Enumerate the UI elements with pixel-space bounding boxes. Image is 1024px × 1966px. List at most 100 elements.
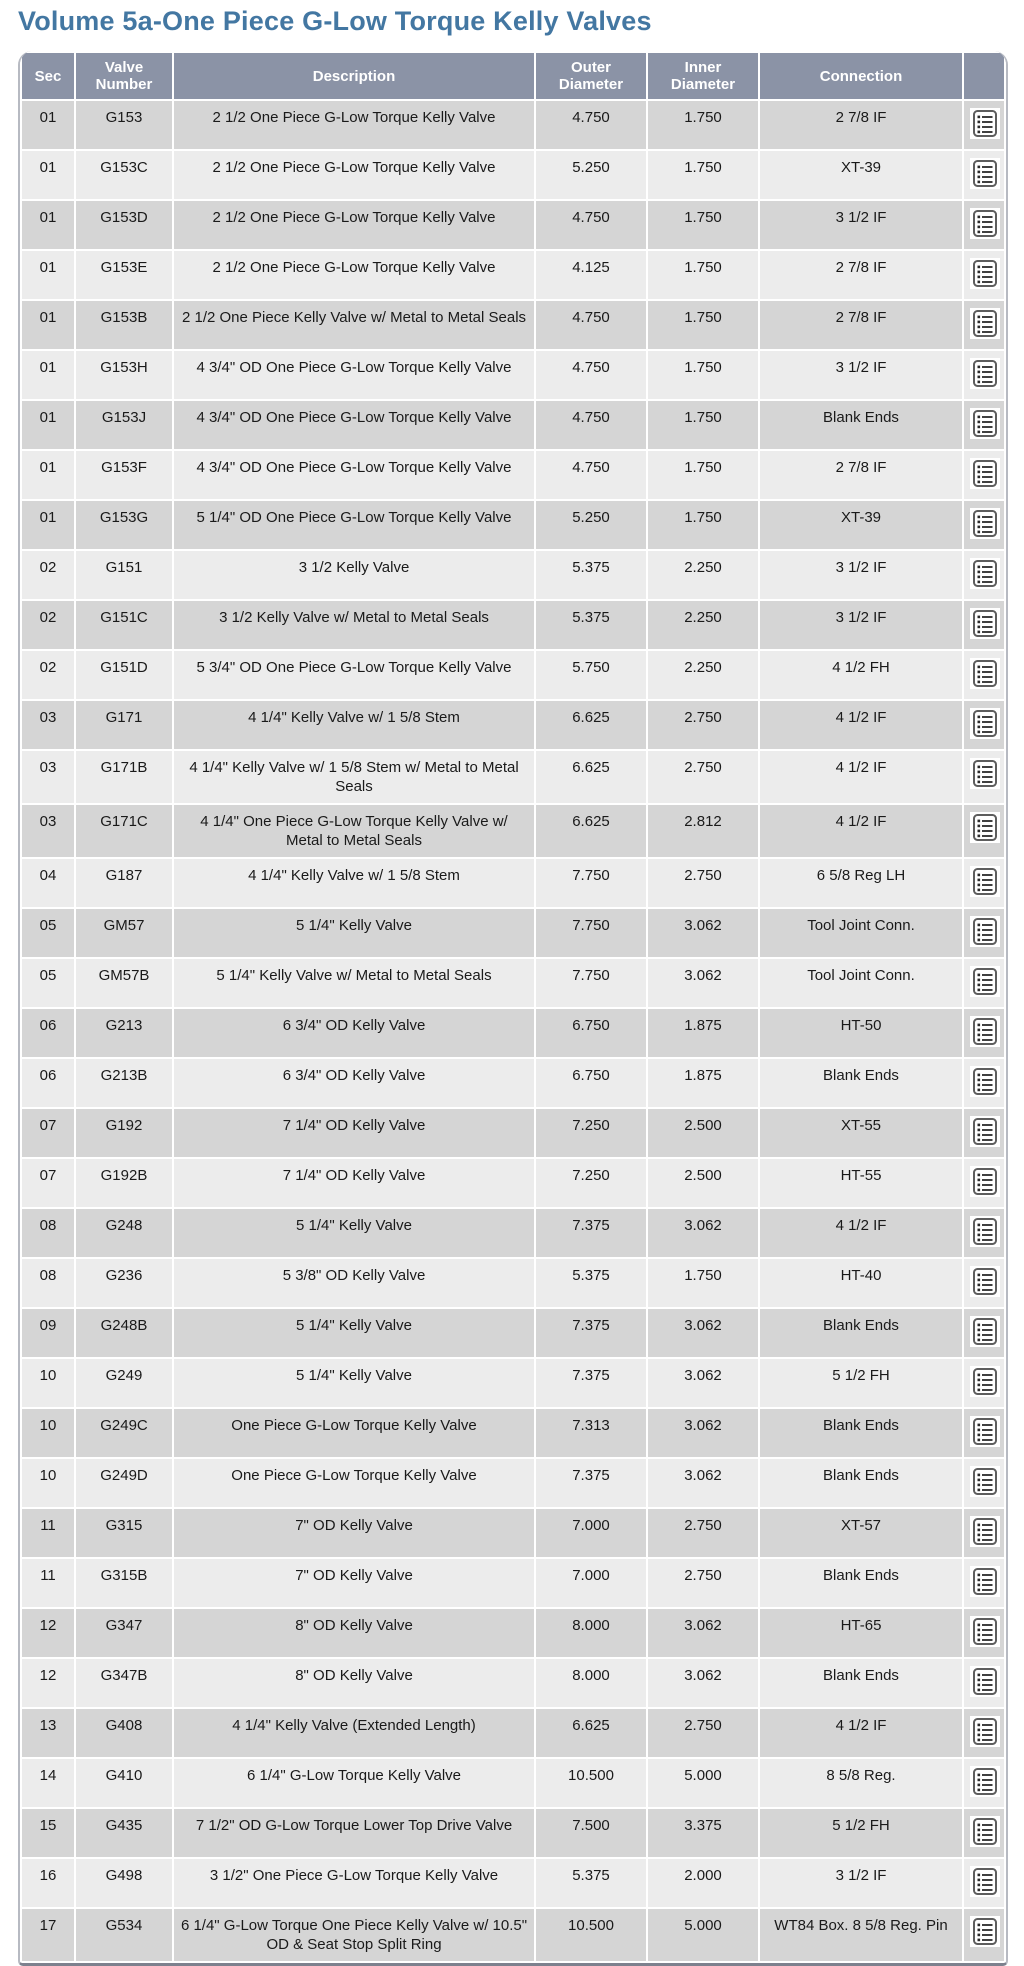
row-details-button[interactable] [970,1416,1000,1447]
row-details-button[interactable] [970,1916,1000,1947]
cell-connection: 4 1/2 IF [760,1709,962,1757]
row-details-button[interactable] [970,1766,1000,1797]
column-header-outer_diameter: Outer Diameter [536,53,646,99]
cell-inner_diameter: 2.250 [648,651,758,699]
list-icon [973,814,997,841]
list-icon [973,1418,997,1445]
row-details-button[interactable] [970,108,1000,139]
row-details-button[interactable] [970,1116,1000,1147]
cell-outer_diameter: 6.625 [536,751,646,803]
table-row: 07 G192 7 1/4" OD Kelly Valve 7.250 2.500 XT-… [22,1109,1004,1157]
cell-action [964,651,1004,699]
row-details-button[interactable] [970,1216,1000,1247]
row-details-button[interactable] [970,558,1000,589]
column-header-connection: Connection [760,53,962,99]
cell-inner_diameter: 1.750 [648,101,758,149]
cell-action [964,751,1004,803]
cell-description: 7 1/2" OD G-Low Torque Lower Top Drive V… [174,1809,534,1857]
cell-valve_number: G171B [76,751,172,803]
cell-inner_diameter: 2.750 [648,1709,758,1757]
row-details-button[interactable] [970,1566,1000,1597]
list-icon-halo [970,1916,1000,1947]
cell-valve_number: G153G [76,501,172,549]
row-details-button[interactable] [970,1316,1000,1347]
cell-sec: 01 [22,451,74,499]
cell-inner_diameter: 3.375 [648,1809,758,1857]
row-details-button[interactable] [970,866,1000,897]
row-details-button[interactable] [970,358,1000,389]
row-details-button[interactable] [970,1666,1000,1697]
cell-connection: 5 1/2 FH [760,1359,962,1407]
cell-inner_diameter: 1.875 [648,1059,758,1107]
cell-description: 2 1/2 One Piece G-Low Torque Kelly Valve [174,101,534,149]
list-icon [973,760,997,787]
cell-sec: 09 [22,1309,74,1357]
cell-description: 4 1/4" Kelly Valve (Extended Length) [174,1709,534,1757]
cell-description: 7" OD Kelly Valve [174,1509,534,1557]
row-details-button[interactable] [970,758,1000,789]
cell-outer_diameter: 8.000 [536,1659,646,1707]
row-details-button[interactable] [970,608,1000,639]
cell-connection: Blank Ends [760,1309,962,1357]
cell-connection: 4 1/2 FH [760,651,962,699]
list-icon [973,1118,997,1145]
list-icon [973,1918,997,1945]
list-icon [973,968,997,995]
cell-inner_diameter: 3.062 [648,1209,758,1257]
cell-valve_number: G153J [76,401,172,449]
row-details-button[interactable] [970,812,1000,843]
row-details-button[interactable] [970,1366,1000,1397]
cell-inner_diameter: 2.750 [648,859,758,907]
table-row: 01 G153H 4 3/4" OD One Piece G-Low Torque … [22,351,1004,399]
row-details-button[interactable] [970,1716,1000,1747]
cell-sec: 07 [22,1159,74,1207]
row-details-button[interactable] [970,916,1000,947]
row-details-button[interactable] [970,458,1000,489]
table-row: 02 G151D 5 3/4" OD One Piece G-Low Torque … [22,651,1004,699]
cell-sec: 08 [22,1259,74,1307]
cell-valve_number: G213B [76,1059,172,1107]
row-details-button[interactable] [970,508,1000,539]
row-details-button[interactable] [970,1516,1000,1547]
row-details-button[interactable] [970,1266,1000,1297]
cell-connection: XT-39 [760,151,962,199]
list-icon [973,460,997,487]
cell-valve_number: G171C [76,805,172,857]
row-details-button[interactable] [970,1866,1000,1897]
cell-action [964,1659,1004,1707]
cell-valve_number: GM57B [76,959,172,1007]
row-details-button[interactable] [970,1166,1000,1197]
cell-connection: Blank Ends [760,1409,962,1457]
cell-connection: HT-50 [760,1009,962,1057]
cell-outer_diameter: 4.750 [536,451,646,499]
cell-sec: 10 [22,1459,74,1507]
row-details-button[interactable] [970,208,1000,239]
row-details-button[interactable] [970,408,1000,439]
table-row: 01 G153J 4 3/4" OD One Piece G-Low Torque … [22,401,1004,449]
row-details-button[interactable] [970,158,1000,189]
table-row: 13 G408 4 1/4" Kelly Valve (Extended Lengt… [22,1709,1004,1757]
cell-sec: 08 [22,1209,74,1257]
row-details-button[interactable] [970,258,1000,289]
cell-outer_diameter: 7.750 [536,859,646,907]
cell-sec: 01 [22,501,74,549]
list-icon [973,1718,997,1745]
table-row: 03 G171C 4 1/4" One Piece G-Low Torque Kel… [22,805,1004,857]
page-title: Volume 5a-One Piece G-Low Torque Kelly V… [18,6,652,36]
cell-valve_number: G153 [76,101,172,149]
row-details-button[interactable] [970,708,1000,739]
row-details-button[interactable] [970,1616,1000,1647]
row-details-button[interactable] [970,1066,1000,1097]
row-details-button[interactable] [970,966,1000,997]
row-details-button[interactable] [970,1466,1000,1497]
table-row: 14 G410 6 1/4" G-Low Torque Kelly Valve 10.… [22,1759,1004,1807]
row-details-button[interactable] [970,308,1000,339]
list-icon-halo [970,1416,1000,1447]
cell-connection: 3 1/2 IF [760,201,962,249]
row-details-button[interactable] [970,658,1000,689]
row-details-button[interactable] [970,1016,1000,1047]
cell-action [964,151,1004,199]
row-details-button[interactable] [970,1816,1000,1847]
cell-inner_diameter: 2.750 [648,1509,758,1557]
cell-description: 4 1/4" Kelly Valve w/ 1 5/8 Stem [174,859,534,907]
